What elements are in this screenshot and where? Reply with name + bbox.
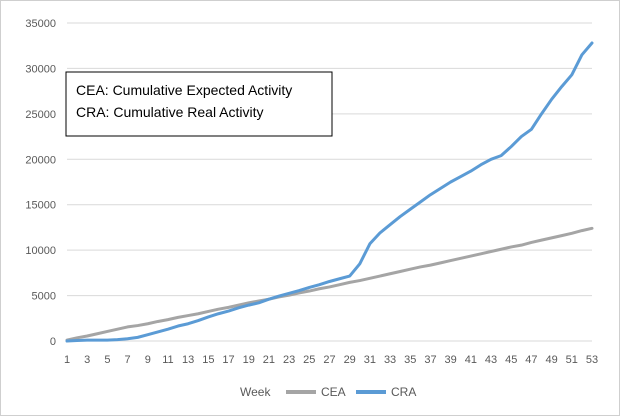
x-tick-label-43: 43 [485,354,497,366]
y-tick-label-20000: 20000 [25,154,56,166]
x-tick-label-15: 15 [202,354,214,366]
annotation-box-border [65,71,333,137]
gridlines [67,22,592,297]
x-tick-label-7: 7 [125,354,131,366]
legend-x-axis-title: Week [240,385,271,399]
x-tick-label-39: 39 [445,354,457,366]
annotation-line-cra: CRA: Cumulative Real Activity [76,104,264,120]
x-tick-label-29: 29 [344,354,356,366]
legend-label-cra: CRA [391,385,416,399]
series-lines [65,41,594,343]
x-tick-label-21: 21 [263,354,275,366]
x-tick-label-13: 13 [182,354,194,366]
series-line-cra [65,41,594,343]
annotation-line-cea: CEA: Cumulative Expected Activity [76,82,292,98]
x-tick-label-3: 3 [84,354,90,366]
x-tick-label-47: 47 [525,354,537,366]
annotation-box: CEA: Cumulative Expected Activity CRA: C… [65,71,333,137]
x-tick-label-19: 19 [243,354,255,366]
y-axis-tick-labels: 0 5000 10000 15000 20000 25000 30000 35000 [25,18,56,348]
x-tick-label-33: 33 [384,354,396,366]
y-tick-label-5000: 5000 [32,291,56,303]
x-tick-label-51: 51 [566,354,578,366]
x-tick-label-41: 41 [465,354,477,366]
y-tick-label-25000: 25000 [25,109,56,121]
x-tick-label-1: 1 [64,354,70,366]
y-tick-label-35000: 35000 [25,18,56,30]
x-tick-label-25: 25 [303,354,315,366]
x-tick-label-31: 31 [364,354,376,366]
y-tick-label-0: 0 [50,336,56,348]
legend: Week CEA CRA [240,385,416,399]
x-tick-label-11: 11 [162,354,173,366]
legend-label-cea: CEA [321,385,346,399]
x-tick-label-17: 17 [222,354,234,366]
y-tick-label-10000: 10000 [25,245,56,257]
series-line-cea [65,226,594,342]
x-tick-label-27: 27 [323,354,335,366]
x-tick-label-9: 9 [145,354,151,366]
y-tick-label-30000: 30000 [25,63,56,75]
x-tick-label-23: 23 [283,354,295,366]
x-axis-tick-labels: 1 3 5 7 9 11 13 15 17 19 21 23 25 27 29 31 33 35 37 39 41 43 4… [64,354,598,366]
x-tick-label-37: 37 [424,354,436,366]
y-tick-label-15000: 15000 [25,200,56,212]
x-tick-label-35: 35 [404,354,416,366]
x-tick-label-5: 5 [104,354,110,366]
x-tick-label-49: 49 [545,354,557,366]
x-tick-label-53: 53 [586,354,598,366]
x-tick-label-45: 45 [505,354,517,366]
